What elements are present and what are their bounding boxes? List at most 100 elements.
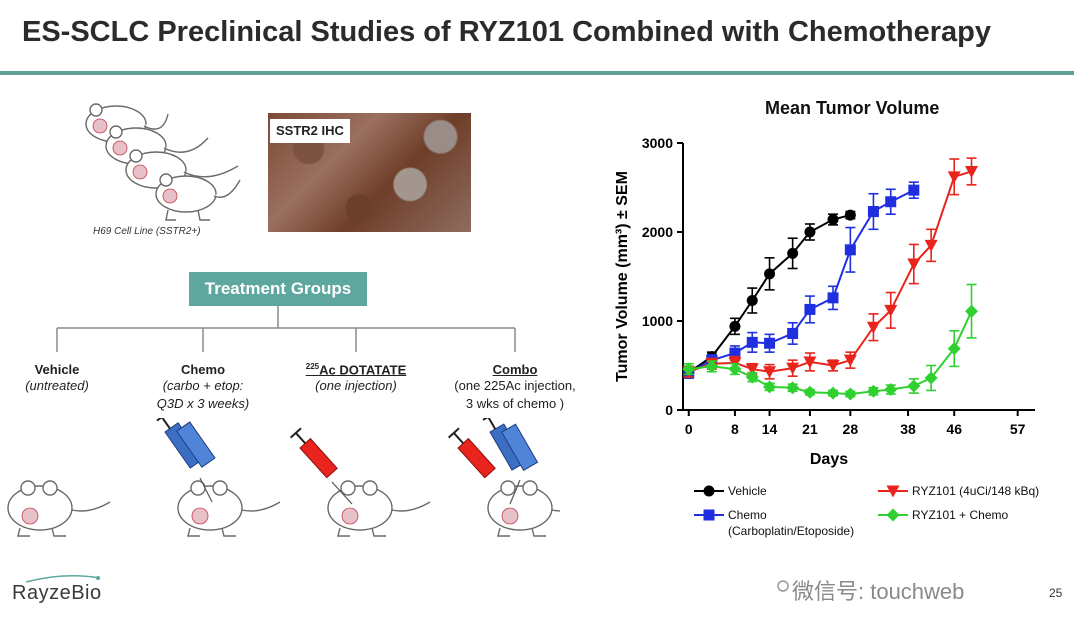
data-point: [764, 268, 776, 280]
legend-label-line: RYZ101 (4uCi/148 kBq): [912, 484, 1040, 498]
group-vehicle-name: Vehicle: [34, 362, 80, 377]
treatment-mice-illustration: [7, 418, 560, 537]
slide-title: ES-SCLC Preclinical Studies of RYZ101 Co…: [22, 16, 991, 48]
group-chemo-desc-1: (carbo + etop:: [162, 378, 244, 393]
data-point: [908, 184, 920, 196]
data-point: [787, 327, 799, 339]
data-point: [843, 387, 857, 401]
y-tick-label: 1000: [642, 313, 673, 329]
legend-swatch: [878, 508, 908, 522]
group-chemo-name: Chemo: [180, 362, 226, 377]
legend-entry: RYZ101 + Chemo: [878, 507, 1008, 523]
legend-label-line: RYZ101 + Chemo: [912, 508, 1009, 522]
data-point: [763, 380, 777, 394]
legend-marker: [886, 508, 900, 522]
data-point: [907, 379, 921, 393]
x-tick-label: 0: [685, 421, 693, 437]
legend-marker: [886, 485, 900, 498]
x-tick-label: 57: [1010, 421, 1026, 437]
y-axis-label: Tumor Volume (mm³) ± SEM: [614, 171, 631, 382]
y-tick-label: 3000: [642, 135, 673, 151]
rayzebio-logo: RayzeBio: [12, 582, 102, 604]
data-point: [729, 347, 741, 359]
data-point: [746, 295, 758, 307]
data-point: [843, 354, 857, 367]
data-point: [827, 292, 839, 304]
page-number: 25: [1049, 586, 1063, 600]
data-point: [827, 214, 839, 226]
legend-label: RYZ101 (4uCi/148 kBq): [912, 483, 1039, 499]
mice-stack-illustration: [85, 103, 241, 221]
y-tick-label: 2000: [642, 224, 673, 240]
x-tick-label: 46: [946, 421, 962, 437]
group-chemo: Chemo (carbo + etop: Q3D x 3 weeks): [128, 362, 278, 413]
group-ac-dotatate-name: 225Ac DOTATATE: [281, 362, 431, 377]
group-combo-name: Combo: [492, 362, 538, 377]
legend-swatch: [878, 485, 908, 498]
data-point: [884, 383, 898, 397]
data-point: [764, 337, 776, 349]
legend-label-line: (Carboplatin/Etoposide): [728, 524, 855, 538]
x-axis-label: Days: [810, 451, 848, 468]
chart-title: Mean Tumor Volume: [765, 98, 940, 118]
data-point: [786, 362, 800, 375]
group-combo-desc-1: (one 225Ac injection,: [454, 378, 576, 393]
group-ac-dotatate-desc: (one injection): [315, 378, 397, 394]
legend-entry: Vehicle: [694, 483, 767, 499]
group-ac-dotatate: 225Ac DOTATATE (one injection): [281, 362, 431, 395]
treatment-tree-lines: [56, 306, 516, 352]
wechat-icon: [777, 580, 789, 592]
legend-marker: [703, 485, 715, 497]
data-point: [804, 303, 816, 315]
legend-label: Chemo (Carboplatin/Etoposide): [728, 507, 854, 539]
cell-line-caption: H69 Cell Line (SSTR2+): [93, 226, 201, 237]
data-point: [787, 247, 799, 259]
data-point: [763, 366, 777, 379]
wechat-watermark: 微信号: touchweb: [792, 579, 965, 604]
legend-label: Vehicle: [728, 483, 767, 499]
series-2: [682, 157, 979, 380]
data-point: [803, 356, 817, 369]
group-chemo-desc-2: Q3D x 3 weeks): [156, 396, 250, 411]
group-combo: Combo (one 225Ac injection, 3 wks of che…: [440, 362, 590, 413]
data-point: [844, 244, 856, 256]
series-1: [683, 181, 920, 379]
group-combo-desc-2: 3 wks of chemo ): [465, 396, 565, 411]
x-tick-label: 38: [900, 421, 916, 437]
series-3: [682, 283, 979, 401]
data-point: [728, 362, 742, 376]
data-point: [965, 304, 979, 318]
legend-entry: RYZ101 (4uCi/148 kBq): [878, 483, 1039, 499]
data-point: [705, 359, 719, 373]
legend-swatch: [694, 485, 724, 497]
data-point: [745, 363, 759, 376]
group-vehicle: Vehicle (untreated): [0, 362, 132, 395]
series-line: [688, 170, 972, 373]
treatment-groups-header: Treatment Groups: [189, 272, 367, 306]
data-point: [965, 165, 979, 178]
data-point: [746, 336, 758, 348]
data-point: [745, 370, 759, 384]
x-tick-label: 28: [843, 421, 859, 437]
data-point: [826, 360, 840, 372]
data-point: [786, 381, 800, 395]
data-point: [924, 239, 938, 252]
data-point: [804, 226, 816, 238]
data-point: [729, 320, 741, 332]
series-0: [683, 209, 856, 379]
data-point: [844, 209, 856, 221]
legend-label-line: Vehicle: [728, 484, 767, 498]
data-point: [866, 321, 880, 334]
legend-entry: Chemo (Carboplatin/Etoposide): [694, 507, 854, 539]
x-tick-label: 21: [802, 421, 818, 437]
legend-label-line: Chemo: [728, 508, 767, 522]
data-point: [682, 362, 696, 376]
data-point: [907, 258, 921, 271]
micrograph-label: SSTR2 IHC: [270, 119, 350, 143]
data-point: [947, 342, 961, 356]
series-line: [688, 189, 915, 374]
data-point: [924, 371, 938, 385]
title-divider: [0, 71, 1074, 75]
data-point: [803, 385, 817, 399]
ac-superscript: 225: [305, 362, 320, 371]
